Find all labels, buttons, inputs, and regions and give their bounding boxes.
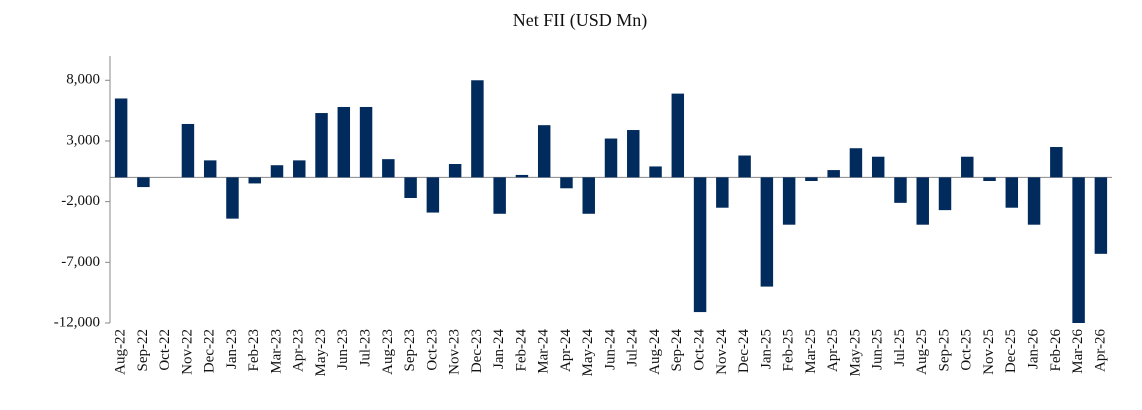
- x-tick-label: Nov-22: [179, 329, 195, 375]
- bar: [315, 113, 328, 178]
- bar: [1072, 177, 1085, 323]
- x-tick-label: Sep-25: [936, 329, 952, 372]
- bar: [203, 160, 217, 178]
- x-tick-label: Dec-23: [469, 329, 485, 373]
- bar: [560, 177, 573, 189]
- x-tick-label: Sep-22: [135, 329, 151, 372]
- x-tick-label: Jun-23: [335, 329, 351, 370]
- x-tick-label: Dec-25: [1003, 329, 1019, 373]
- y-tick-label: 8,000: [66, 72, 100, 88]
- bar: [938, 177, 952, 211]
- x-tick-label: Feb-25: [781, 329, 797, 372]
- bar: [693, 177, 707, 313]
- x-tick-label: Jan-24: [491, 329, 507, 369]
- x-tick-label: Nov-23: [447, 329, 463, 375]
- bar: [337, 106, 351, 178]
- x-tick-label: Mar-26: [1070, 329, 1086, 374]
- bar: [137, 177, 150, 188]
- x-tick-label: Jan-23: [224, 329, 240, 369]
- y-tick-label: -7,000: [61, 254, 100, 270]
- x-tick-label: Feb-24: [513, 329, 529, 372]
- y-tick-label: -2,000: [61, 193, 100, 209]
- bar: [827, 170, 840, 178]
- bar: [871, 156, 885, 178]
- bar: [782, 177, 796, 225]
- bar: [805, 177, 818, 182]
- x-tick-label: Feb-23: [246, 329, 262, 372]
- bar: [114, 98, 128, 178]
- x-tick-label: May-23: [313, 329, 329, 377]
- bar: [894, 177, 907, 203]
- bar: [493, 177, 506, 214]
- bar: [738, 155, 751, 178]
- x-tick-label: Nov-25: [981, 329, 997, 375]
- x-tick-label: Oct-25: [959, 329, 975, 371]
- x-tick-label: Jun-25: [870, 329, 886, 370]
- bar: [983, 177, 996, 182]
- bar: [961, 156, 974, 178]
- bar: [471, 80, 484, 178]
- x-tick-label: Jan-26: [1026, 329, 1042, 369]
- x-tick-label: Sep-24: [669, 329, 685, 372]
- x-tick-label: Jan-25: [758, 329, 774, 369]
- bar: [515, 174, 529, 178]
- x-tick-label: Apr-25: [825, 329, 841, 372]
- x-tick-label: May-25: [847, 329, 863, 377]
- x-tick-label: Apr-23: [291, 329, 307, 372]
- bar: [248, 177, 261, 184]
- bar: [716, 177, 729, 208]
- x-tick-label: Aug-23: [380, 329, 396, 375]
- x-tick-label: Oct-22: [157, 329, 173, 371]
- bar: [404, 177, 417, 198]
- bar: [1005, 177, 1019, 208]
- y-tick-label: 3,000: [66, 132, 100, 148]
- x-tick-label: Jul-25: [892, 329, 908, 367]
- bar: [426, 177, 440, 213]
- bar: [226, 177, 239, 219]
- bar: [760, 177, 774, 287]
- bar: [671, 93, 685, 178]
- chart-title: Net FII (USD Mn): [513, 10, 648, 31]
- bar: [582, 177, 595, 214]
- x-tick-label: Jun-24: [602, 329, 618, 370]
- x-tick-label: Oct-24: [692, 329, 708, 371]
- x-tick-label: Apr-24: [558, 329, 574, 373]
- bar: [293, 160, 306, 178]
- x-tick-label: Mar-24: [536, 329, 552, 374]
- x-tick-label: Aug-22: [113, 329, 129, 375]
- bar: [916, 177, 929, 225]
- x-tick-label: Mar-25: [803, 329, 819, 374]
- bar: [649, 166, 662, 178]
- bar: [448, 164, 462, 178]
- bar: [359, 106, 373, 178]
- bar: [1027, 177, 1041, 225]
- x-tick-label: Aug-24: [647, 329, 663, 375]
- y-tick-label: -12,000: [54, 314, 100, 330]
- x-tick-label: Apr-26: [1092, 329, 1108, 373]
- x-tick-label: Feb-26: [1048, 329, 1064, 372]
- x-tick-label: Nov-24: [714, 329, 730, 375]
- bar: [1050, 147, 1063, 178]
- x-tick-label: Dec-22: [202, 329, 218, 373]
- x-tick-label: Sep-23: [402, 329, 418, 372]
- x-tick-label: Jul-23: [358, 329, 374, 367]
- bar: [1094, 177, 1108, 254]
- x-tick-label: Mar-23: [268, 329, 284, 374]
- bar: [537, 125, 551, 178]
- x-tick-label: Jul-24: [625, 329, 641, 367]
- bar: [181, 123, 195, 178]
- bar: [604, 138, 618, 178]
- x-tick-label: Aug-25: [914, 329, 930, 375]
- bar: [627, 130, 640, 178]
- bar: [382, 159, 395, 178]
- x-tick-label: May-24: [580, 329, 596, 377]
- bar: [270, 165, 284, 178]
- bar: [849, 148, 863, 178]
- x-tick-label: Oct-23: [424, 329, 440, 371]
- x-tick-label: Dec-24: [736, 329, 752, 374]
